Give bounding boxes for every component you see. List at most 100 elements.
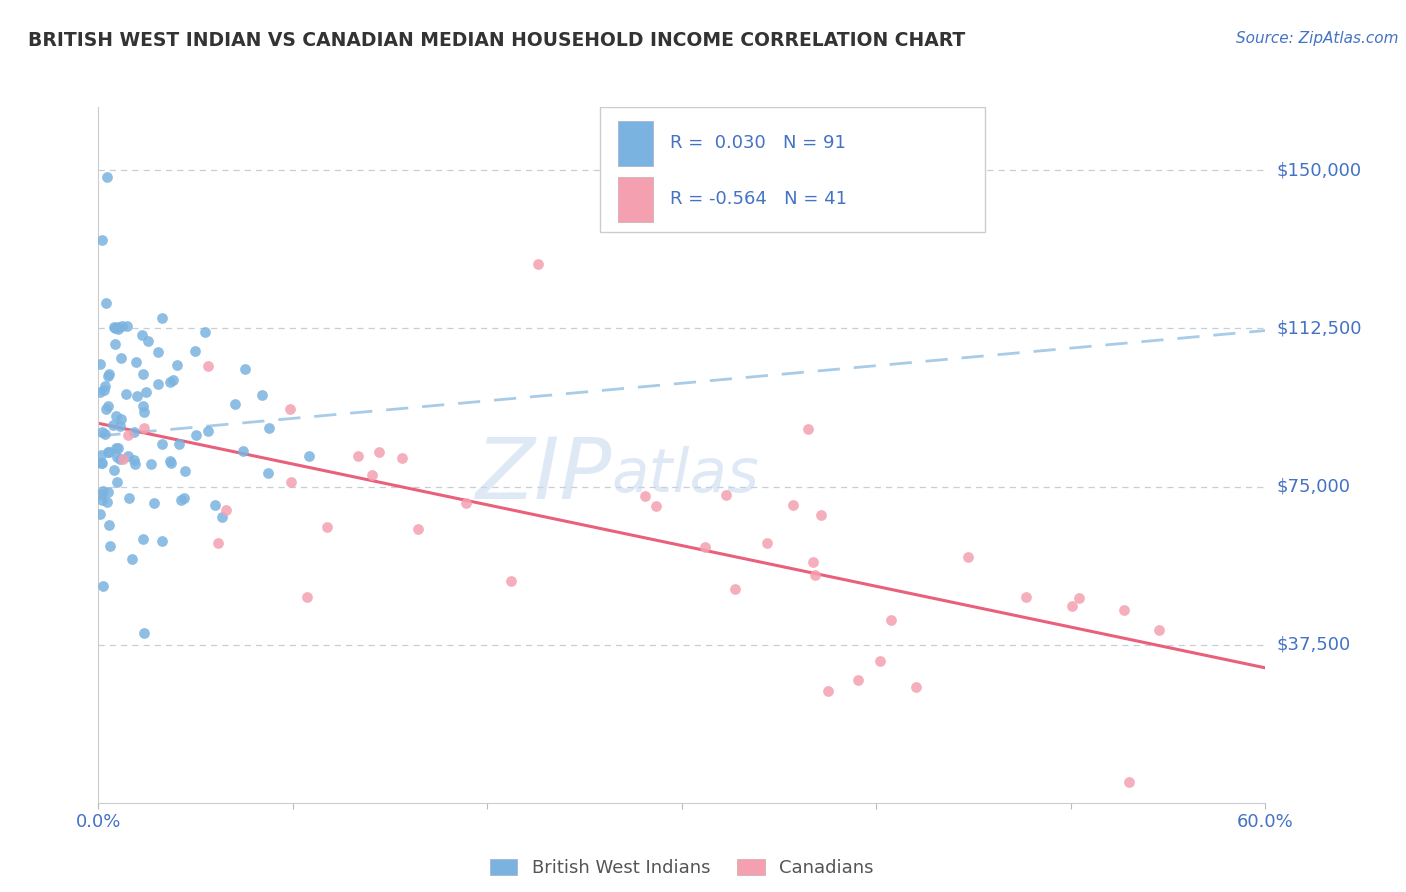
Point — [193, 325, 215, 339]
Point — [90, 233, 112, 247]
Point — [810, 508, 832, 522]
Point — [117, 449, 139, 463]
Point — [173, 491, 195, 505]
Point — [104, 321, 127, 335]
Point — [298, 449, 321, 463]
Point — [132, 626, 155, 640]
Point — [360, 468, 382, 483]
Text: R =  0.030   N = 91: R = 0.030 N = 91 — [671, 134, 846, 153]
Point — [1112, 603, 1135, 617]
Point — [957, 549, 980, 564]
Point — [797, 422, 820, 436]
Point — [115, 387, 138, 401]
Point — [252, 388, 274, 402]
Point — [132, 421, 155, 435]
Point — [91, 492, 114, 507]
Point — [122, 453, 145, 467]
Point — [101, 417, 124, 432]
Point — [152, 310, 174, 325]
Point — [97, 369, 120, 384]
Point — [91, 484, 114, 499]
Point — [1067, 591, 1090, 606]
Point — [232, 444, 254, 458]
Point — [89, 357, 111, 371]
Point — [755, 536, 778, 550]
Point — [96, 169, 118, 184]
Point — [125, 389, 148, 403]
Point — [297, 590, 319, 604]
Point — [132, 367, 155, 381]
Point — [146, 377, 169, 392]
Text: $37,500: $37,500 — [1277, 636, 1351, 654]
Point — [501, 574, 523, 588]
Point — [105, 475, 128, 490]
Point — [1147, 623, 1170, 637]
Point — [104, 337, 127, 351]
Point — [148, 345, 170, 359]
Point — [105, 409, 128, 423]
Point — [97, 445, 120, 459]
Point — [103, 463, 125, 477]
Point — [257, 466, 280, 480]
Text: ZIP: ZIP — [475, 434, 612, 517]
Point — [134, 405, 156, 419]
Text: $75,000: $75,000 — [1277, 477, 1351, 496]
Point — [135, 384, 157, 399]
Point — [93, 579, 115, 593]
Point — [90, 456, 112, 470]
Point — [107, 441, 129, 455]
Point — [121, 552, 143, 566]
Point — [905, 680, 928, 694]
Point — [714, 488, 737, 502]
Point — [197, 424, 219, 438]
Point — [98, 367, 121, 381]
Point — [207, 536, 229, 550]
Point — [131, 328, 153, 343]
Point — [166, 358, 188, 372]
Point — [315, 520, 337, 534]
Point — [204, 499, 226, 513]
Point — [96, 399, 118, 413]
Text: BRITISH WEST INDIAN VS CANADIAN MEDIAN HOUSEHOLD INCOME CORRELATION CHART: BRITISH WEST INDIAN VS CANADIAN MEDIAN H… — [28, 31, 966, 50]
Point — [97, 485, 120, 500]
Point — [105, 442, 128, 456]
Point — [136, 334, 159, 349]
Point — [107, 322, 129, 336]
Bar — [617, 177, 652, 222]
Point — [90, 486, 112, 500]
Point — [197, 359, 219, 373]
Bar — [617, 121, 652, 166]
Point — [159, 453, 181, 467]
Point — [167, 436, 190, 450]
Point — [141, 458, 163, 472]
Point — [817, 684, 839, 698]
Point — [117, 428, 139, 442]
Point — [184, 344, 207, 359]
Point — [96, 495, 118, 509]
Point — [162, 373, 184, 387]
Point — [724, 582, 747, 597]
Point — [89, 507, 111, 521]
Point — [257, 420, 280, 434]
Point — [93, 384, 115, 398]
Point — [94, 427, 117, 442]
Point — [98, 445, 121, 459]
Point — [93, 378, 115, 392]
Point — [115, 318, 138, 333]
Point — [124, 458, 146, 472]
Point — [367, 445, 389, 459]
Point — [801, 555, 824, 569]
Point — [112, 452, 135, 467]
Point — [118, 491, 141, 505]
Point — [160, 456, 183, 470]
Text: $112,500: $112,500 — [1277, 319, 1362, 337]
Point — [132, 399, 155, 413]
Point — [693, 540, 716, 554]
Point — [108, 419, 131, 434]
Point — [91, 425, 114, 439]
Point — [125, 355, 148, 369]
Point — [174, 464, 197, 478]
Point — [108, 452, 131, 467]
Point — [132, 533, 155, 547]
Point — [169, 493, 191, 508]
